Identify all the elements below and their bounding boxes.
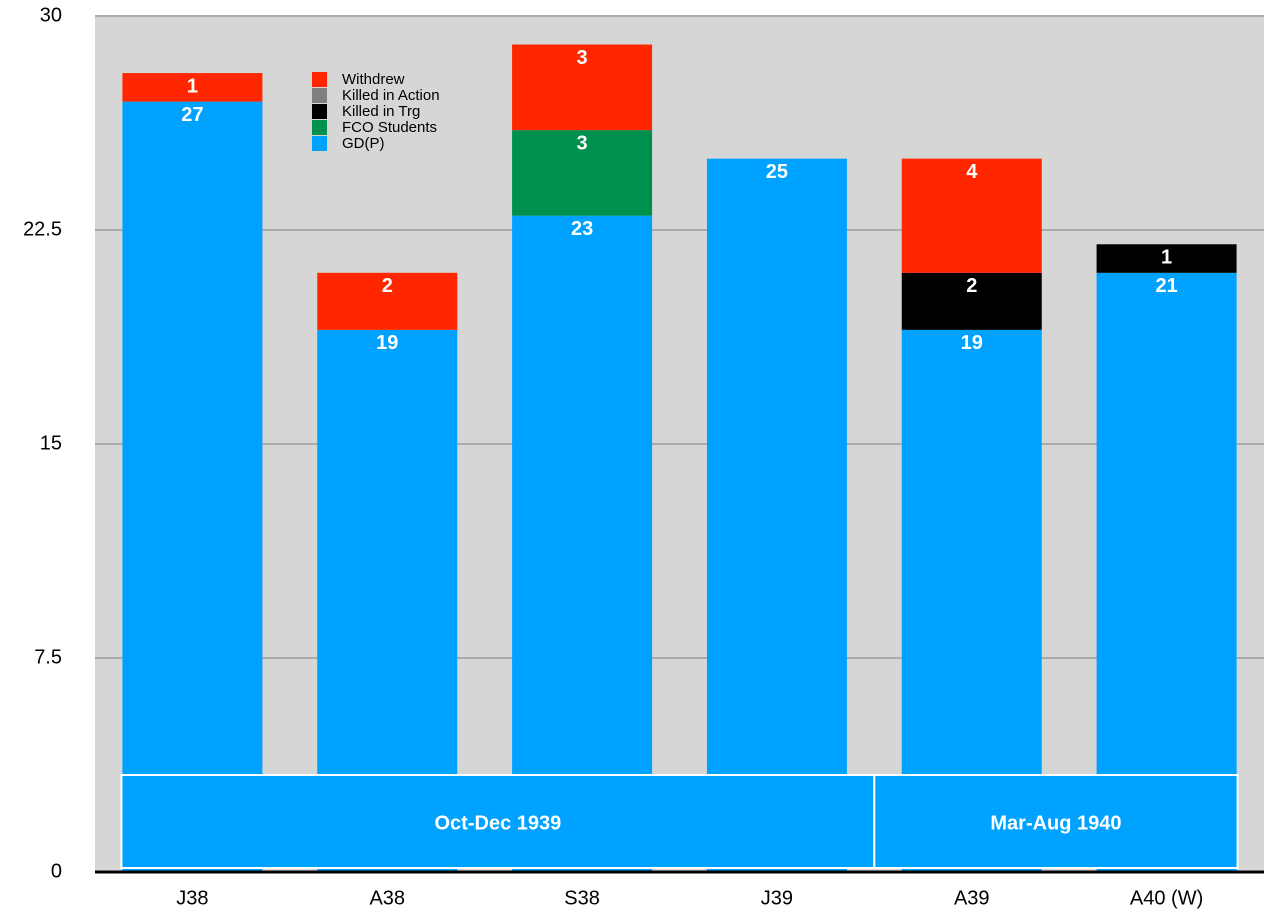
data-label: 23	[571, 218, 593, 240]
data-label: 1	[187, 75, 198, 97]
data-label: 2	[382, 275, 393, 297]
bar-segment	[122, 73, 263, 102]
bar-segment	[317, 272, 458, 330]
data-label: 25	[766, 161, 788, 183]
legend-label: Withdrew	[342, 71, 405, 88]
data-label: 4	[966, 161, 978, 183]
bar-segment	[1096, 244, 1237, 273]
x-tick-label: A40 (W)	[1130, 887, 1203, 909]
x-tick-label: A39	[954, 887, 990, 909]
data-label: 1	[1161, 247, 1172, 269]
data-label: 3	[577, 47, 588, 69]
x-tick-label: S38	[564, 887, 600, 909]
group-label: Oct-Dec 1939	[435, 812, 562, 834]
y-tick-label: 0	[51, 860, 62, 882]
legend-label: FCO Students	[342, 119, 437, 136]
group-label: Mar-Aug 1940	[990, 812, 1121, 834]
y-tick-label: 15	[40, 432, 62, 454]
legend-swatch	[312, 136, 327, 151]
data-label: 19	[961, 332, 983, 354]
bar-segment	[1096, 272, 1237, 872]
bar-segment	[512, 44, 653, 131]
data-label: 21	[1155, 275, 1177, 297]
y-tick-label: 7.5	[34, 646, 62, 668]
bar-segment	[901, 158, 1042, 273]
bar-segment	[122, 101, 263, 873]
bar-segment	[512, 130, 653, 216]
data-label: 3	[577, 132, 588, 154]
legend-label: GD(P)	[342, 135, 385, 152]
bar-segment	[901, 272, 1042, 330]
group-box	[873, 774, 1239, 869]
legend-swatch	[312, 88, 327, 103]
bar-segment	[512, 215, 653, 872]
bar-segment	[706, 158, 847, 872]
legend-label: Killed in Action	[342, 87, 440, 104]
y-tick-label: 30	[40, 4, 62, 26]
data-label: 2	[966, 275, 977, 297]
legend-swatch	[312, 120, 327, 135]
y-tick-label: 22.5	[23, 218, 62, 240]
data-label: 27	[181, 104, 203, 126]
legend-swatch	[312, 104, 327, 119]
legend-label: Killed in Trg	[342, 103, 420, 120]
x-tick-label: J39	[761, 887, 793, 909]
x-tick-label: A38	[369, 887, 405, 909]
group-box	[120, 774, 876, 869]
x-tick-label: J38	[176, 887, 208, 909]
legend-swatch	[312, 72, 327, 87]
data-label: 19	[376, 332, 398, 354]
